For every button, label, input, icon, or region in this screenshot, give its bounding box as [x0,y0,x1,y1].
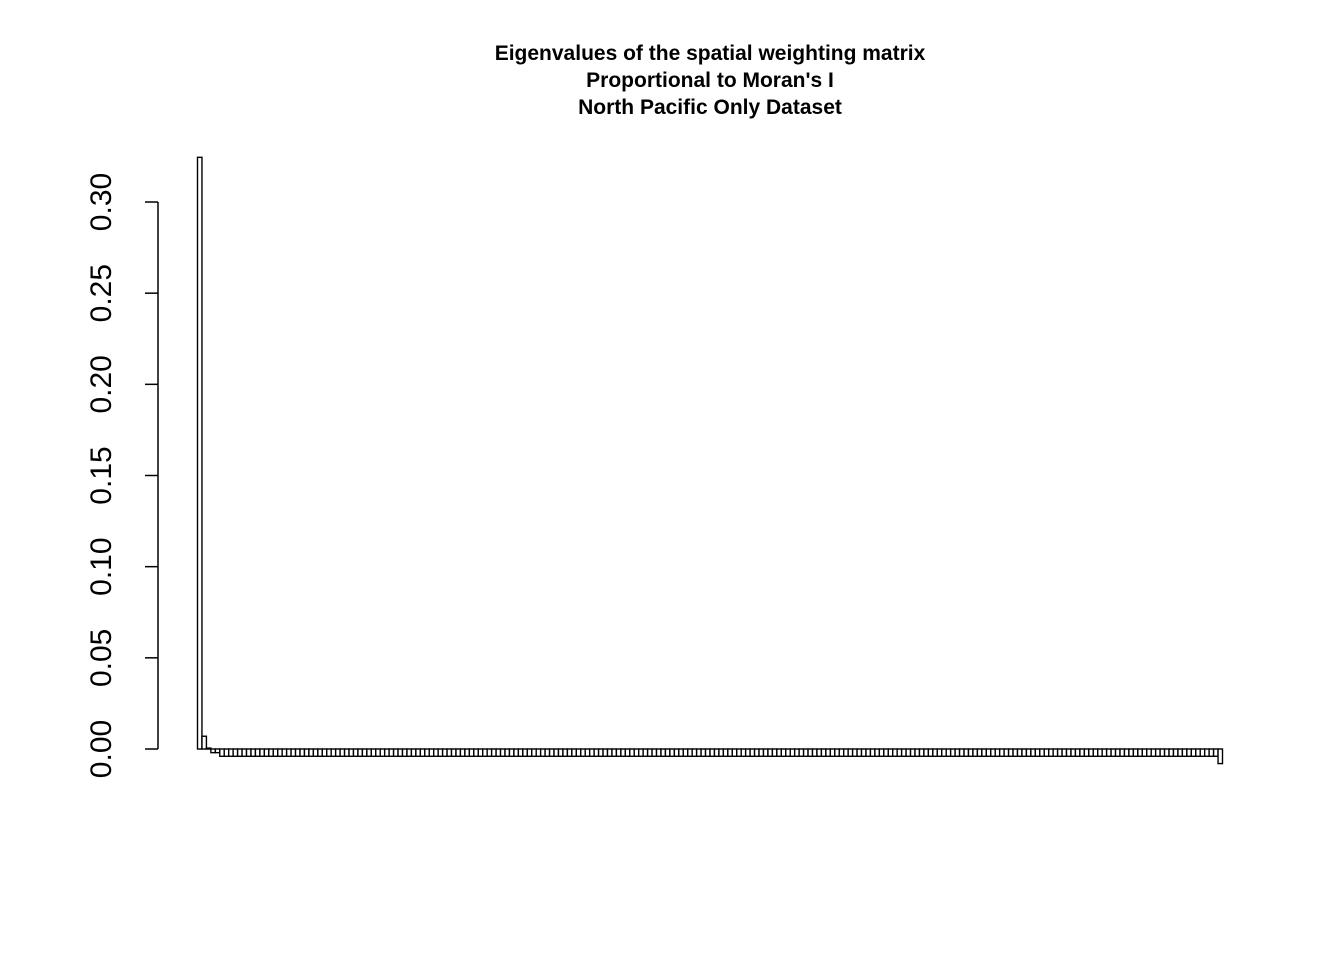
eigenvalue-bar [196,156,203,750]
y-tick-label: 0.25 [85,264,118,322]
y-tick-label: 0.15 [85,446,118,504]
y-tick-label: 0.20 [85,355,118,413]
y-tick-label: 0.10 [85,537,118,595]
chart-title-line-1: Eigenvalues of the spatial weighting mat… [495,42,926,65]
chart-title: Eigenvalues of the spatial weighting mat… [495,42,926,119]
bar-series [196,156,1224,765]
eigenvalue-bar [1217,748,1224,765]
y-tick-label: 0.30 [85,173,118,231]
chart-title-line-3: North Pacific Only Dataset [578,96,842,119]
eigenvalue-bar [201,735,208,750]
y-tick-label: 0.05 [85,629,118,687]
chart-title-line-2: Proportional to Moran's I [586,69,834,92]
y-tick-label: 0.00 [85,720,118,778]
y-axis: 0.00 0.05 0.10 0.15 0.20 0.25 0.30 [85,173,159,778]
